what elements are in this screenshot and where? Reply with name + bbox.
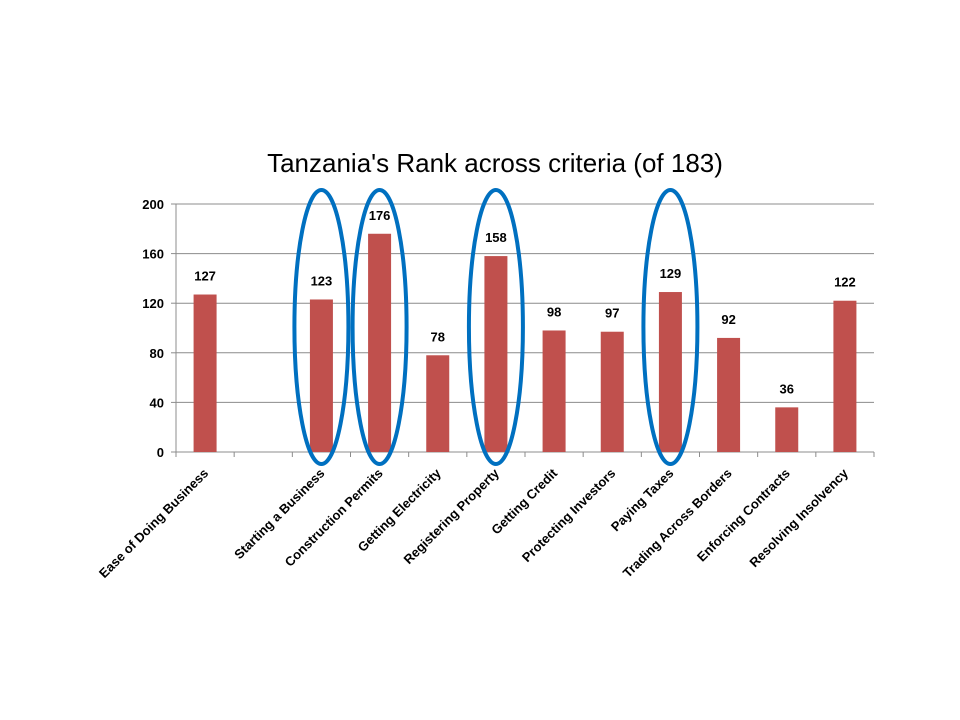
data-label-resolving-insolvency: 122 <box>834 275 856 290</box>
bar-enforcing-contracts <box>775 407 799 452</box>
x-tick-label-registering-property: Registering Property <box>401 465 503 567</box>
y-tick-label-120: 120 <box>142 296 164 311</box>
chart-title: Tanzania's Rank across criteria (of 183) <box>267 148 723 178</box>
highlight-ring-paying-taxes <box>641 188 700 466</box>
bar-getting-electricity <box>426 355 450 452</box>
x-tick-label-construction-permits: Construction Permits <box>282 466 386 570</box>
bar-starting-a-business <box>309 299 333 452</box>
data-label-construction-permits: 176 <box>369 208 391 223</box>
x-tick-label-trading-across-borders: Trading Across Borders <box>620 466 735 581</box>
data-label-getting-electricity: 78 <box>431 329 445 344</box>
y-tick-label-80: 80 <box>150 346 164 361</box>
bars <box>193 233 857 452</box>
data-label-registering-property: 158 <box>485 230 507 245</box>
data-label-trading-across-borders: 92 <box>721 312 735 327</box>
bar-ease-of-doing-business <box>193 294 217 452</box>
x-tick-labels: Ease of Doing Business Starting a Busines… <box>96 465 852 581</box>
gridlines <box>176 203 874 403</box>
x-tick-label-ease-of-doing-business: Ease of Doing Business <box>96 466 211 581</box>
highlight-ring-starting-a-business <box>292 188 351 466</box>
axes: 0 40 80 120 160 200 <box>142 197 875 460</box>
bar-resolving-insolvency <box>833 300 857 452</box>
y-tick-label-40: 40 <box>150 395 164 410</box>
data-label-getting-credit: 98 <box>547 304 561 319</box>
bar-registering-property <box>484 256 508 452</box>
bar-trading-across-borders <box>717 337 741 452</box>
data-label-enforcing-contracts: 36 <box>780 381 794 396</box>
data-label-ease-of-doing-business: 127 <box>194 269 216 284</box>
bar-protecting-investors <box>600 331 624 452</box>
y-tick-label-160: 160 <box>142 247 164 262</box>
bar-getting-credit <box>542 330 566 452</box>
y-tick-label-0: 0 <box>157 445 164 460</box>
highlight-ring-construction-permits <box>350 188 409 466</box>
y-tick-label-200: 200 <box>142 197 164 212</box>
highlight-rings <box>292 188 700 466</box>
data-label-protecting-investors: 97 <box>605 306 619 321</box>
highlight-ring-registering-property <box>466 188 525 466</box>
bar-construction-permits <box>368 233 392 452</box>
data-label-starting-a-business: 123 <box>311 273 333 288</box>
bar-paying-taxes <box>658 292 682 452</box>
data-label-paying-taxes: 129 <box>660 266 682 281</box>
x-tick-label-resolving-insolvency: Resolving Insolvency <box>746 465 851 570</box>
data-labels: 127 123 176 78 158 98 97 129 92 36 122 <box>194 208 856 397</box>
